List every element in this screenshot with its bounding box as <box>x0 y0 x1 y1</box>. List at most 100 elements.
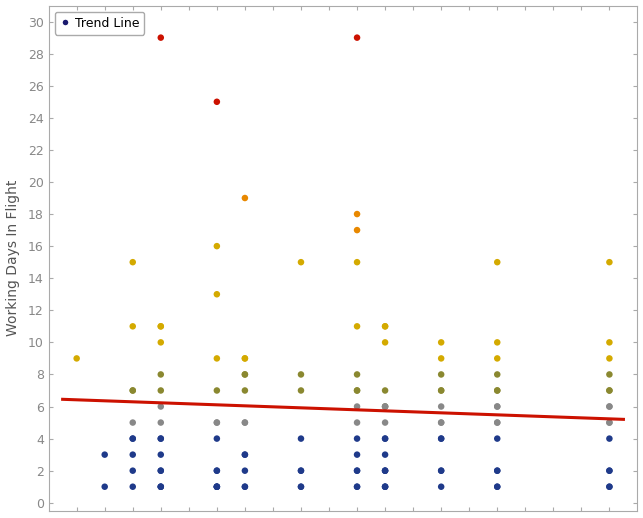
Point <box>212 419 222 427</box>
Point <box>436 386 446 395</box>
Point <box>156 338 166 347</box>
Point <box>71 354 82 363</box>
Point <box>352 386 362 395</box>
Point <box>380 386 390 395</box>
Point <box>212 435 222 443</box>
Point <box>352 402 362 411</box>
Point <box>212 419 222 427</box>
Point <box>380 322 390 330</box>
Point <box>156 322 166 330</box>
Point <box>380 419 390 427</box>
Point <box>296 386 306 395</box>
Point <box>212 354 222 363</box>
Point <box>352 435 362 443</box>
Point <box>352 467 362 475</box>
Point <box>352 483 362 491</box>
Point <box>352 322 362 330</box>
Point <box>352 483 362 491</box>
Point <box>100 483 110 491</box>
Point <box>156 322 166 330</box>
Point <box>492 483 502 491</box>
Point <box>127 435 138 443</box>
Point <box>127 322 138 330</box>
Point <box>240 354 250 363</box>
Point <box>492 370 502 379</box>
Point <box>604 402 615 411</box>
Point <box>212 483 222 491</box>
Point <box>492 435 502 443</box>
Point <box>127 483 138 491</box>
Point <box>296 370 306 379</box>
Point <box>604 402 615 411</box>
Point <box>436 435 446 443</box>
Point <box>492 386 502 395</box>
Point <box>156 419 166 427</box>
Point <box>604 435 615 443</box>
Point <box>604 419 615 427</box>
Point <box>436 402 446 411</box>
Point <box>380 483 390 491</box>
Point <box>380 467 390 475</box>
Point <box>352 210 362 218</box>
Point <box>492 354 502 363</box>
Point <box>156 370 166 379</box>
Point <box>296 258 306 266</box>
Point <box>212 467 222 475</box>
Legend: Trend Line: Trend Line <box>55 12 145 35</box>
Point <box>296 435 306 443</box>
Point <box>352 419 362 427</box>
Point <box>380 338 390 347</box>
Point <box>296 483 306 491</box>
Point <box>380 483 390 491</box>
Point <box>127 435 138 443</box>
Point <box>127 451 138 459</box>
Point <box>380 435 390 443</box>
Point <box>240 370 250 379</box>
Point <box>380 402 390 411</box>
Point <box>492 419 502 427</box>
Point <box>604 386 615 395</box>
Point <box>240 483 250 491</box>
Point <box>240 419 250 427</box>
Point <box>604 258 615 266</box>
Point <box>436 467 446 475</box>
Point <box>212 98 222 106</box>
Point <box>127 258 138 266</box>
Point <box>212 483 222 491</box>
Point <box>492 467 502 475</box>
Point <box>436 483 446 491</box>
Point <box>436 386 446 395</box>
Point <box>156 483 166 491</box>
Point <box>492 386 502 395</box>
Point <box>127 419 138 427</box>
Point <box>296 467 306 475</box>
Point <box>436 370 446 379</box>
Point <box>604 483 615 491</box>
Point <box>492 402 502 411</box>
Point <box>156 386 166 395</box>
Point <box>156 435 166 443</box>
Point <box>352 451 362 459</box>
Y-axis label: Working Days In Flight: Working Days In Flight <box>6 180 19 336</box>
Point <box>240 194 250 202</box>
Point <box>604 483 615 491</box>
Point <box>492 258 502 266</box>
Point <box>212 290 222 298</box>
Point <box>604 467 615 475</box>
Point <box>212 483 222 491</box>
Point <box>380 435 390 443</box>
Point <box>380 467 390 475</box>
Point <box>380 402 390 411</box>
Point <box>436 419 446 427</box>
Point <box>380 402 390 411</box>
Point <box>156 483 166 491</box>
Point <box>352 386 362 395</box>
Point <box>100 451 110 459</box>
Point <box>352 467 362 475</box>
Point <box>240 451 250 459</box>
Point <box>156 34 166 42</box>
Point <box>492 483 502 491</box>
Point <box>492 402 502 411</box>
Point <box>352 258 362 266</box>
Point <box>492 467 502 475</box>
